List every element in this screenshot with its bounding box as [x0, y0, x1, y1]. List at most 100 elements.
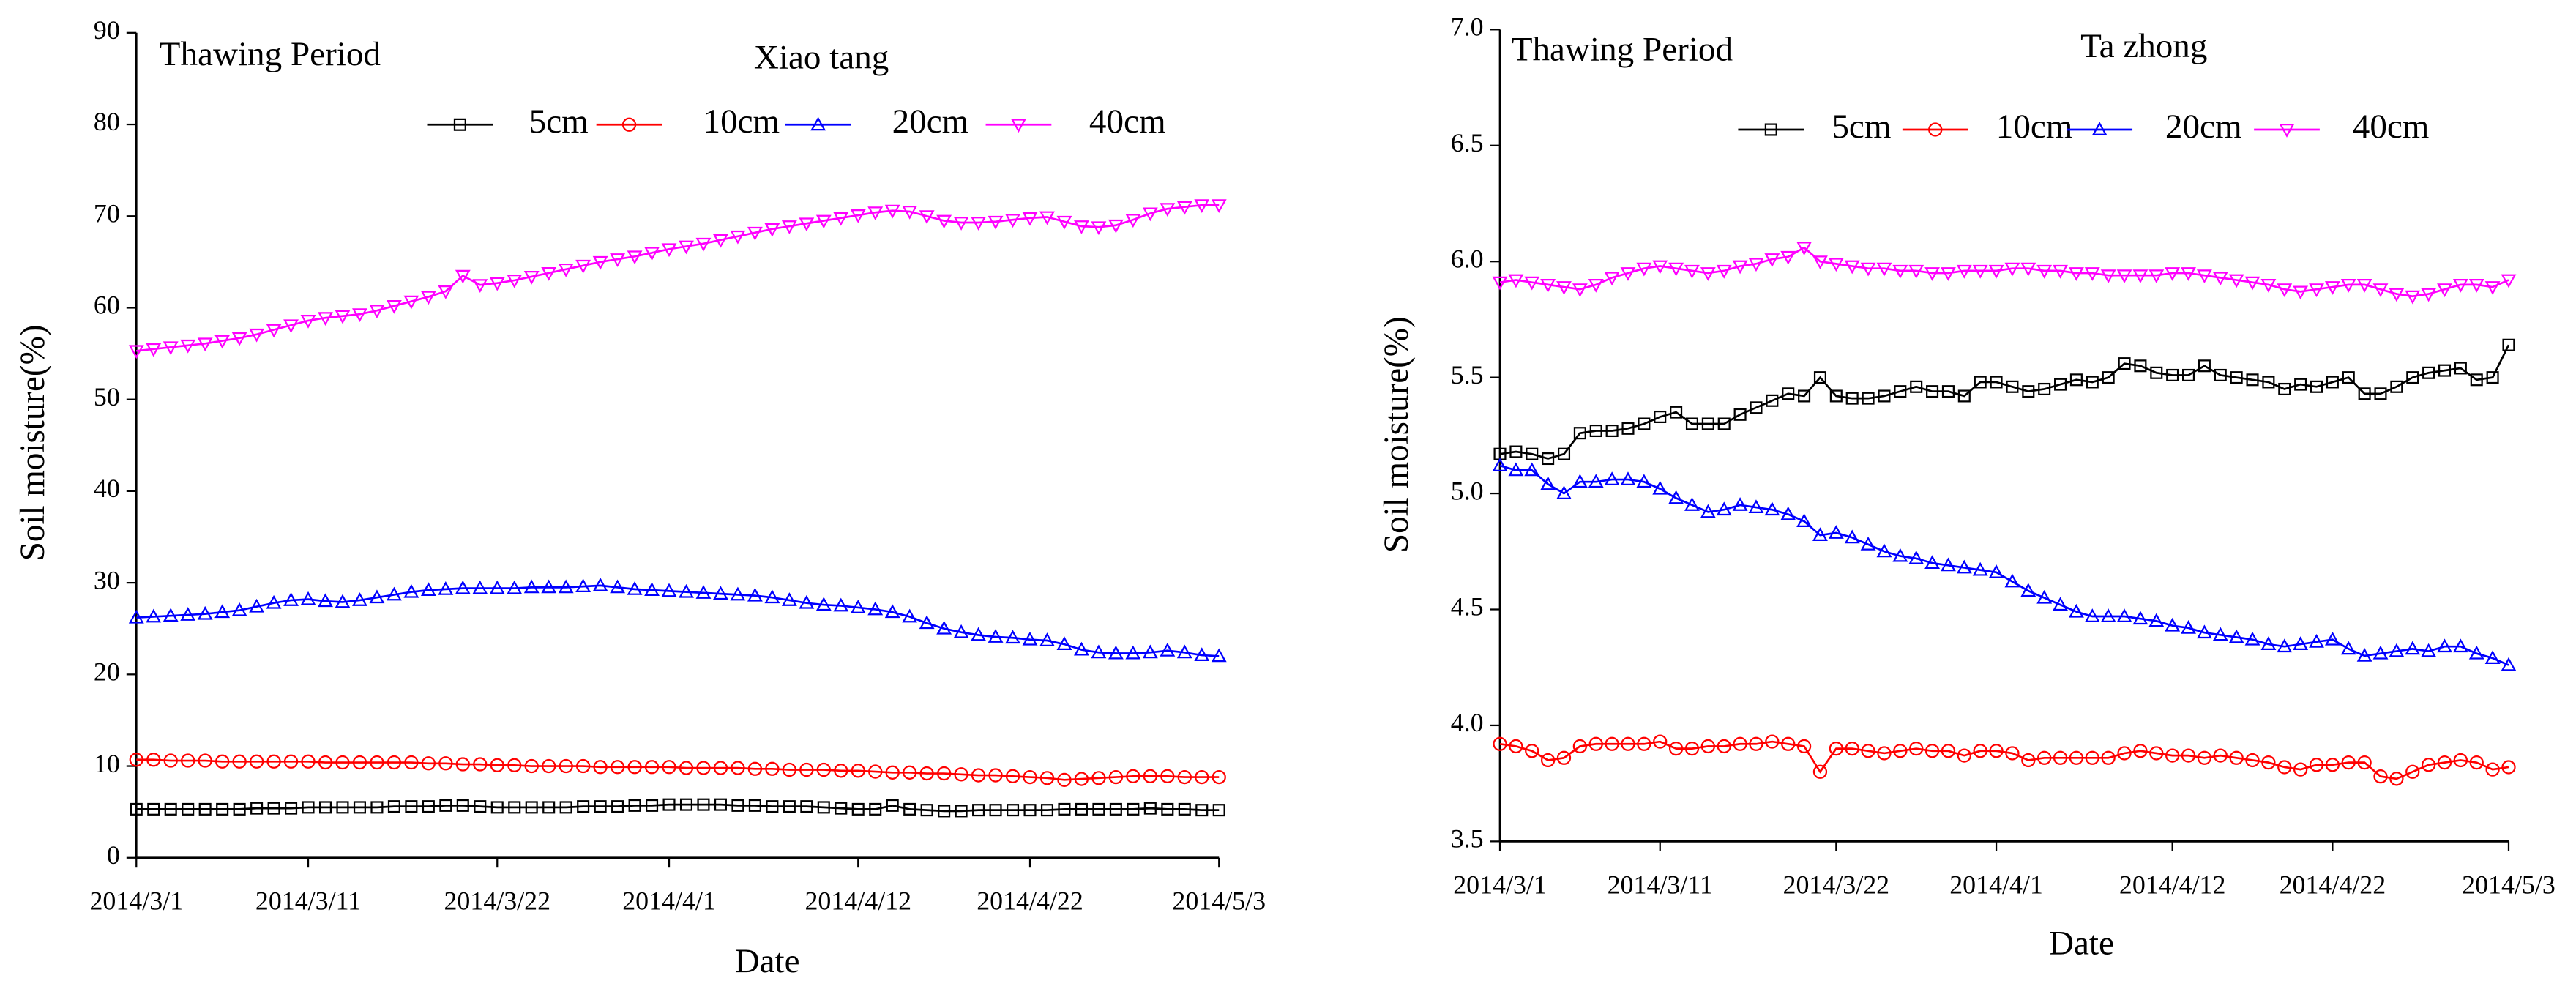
y-tick-label: 10 — [94, 749, 120, 778]
marker — [1717, 739, 1731, 754]
marker — [2196, 269, 2212, 284]
marker — [1492, 458, 1508, 471]
marker — [129, 753, 143, 767]
marker — [1861, 744, 1875, 758]
marker — [971, 627, 987, 641]
x-tick-label: 2014/5/3 — [2462, 870, 2556, 899]
marker — [2100, 269, 2116, 284]
marker — [2036, 264, 2053, 279]
marker — [2486, 371, 2499, 384]
y-tick-label: 7.0 — [1451, 12, 1484, 42]
marker — [2022, 385, 2035, 398]
marker — [352, 308, 367, 323]
marker — [886, 799, 899, 812]
marker — [1056, 636, 1072, 650]
marker — [971, 217, 987, 231]
x-tick-label: 2014/3/22 — [1783, 870, 1890, 899]
y-tick-label: 4.0 — [1451, 708, 1484, 737]
x-tick-label: 2014/3/11 — [1608, 870, 1713, 899]
marker — [2005, 746, 2020, 761]
marker — [919, 766, 934, 781]
marker — [1716, 264, 1732, 279]
marker — [2405, 290, 2421, 305]
marker — [1022, 631, 1038, 646]
marker — [610, 579, 626, 594]
marker — [747, 226, 763, 241]
x-tick-label: 2014/4/12 — [2119, 870, 2226, 899]
marker — [1508, 462, 1524, 477]
marker — [2228, 629, 2244, 643]
marker — [1023, 804, 1037, 817]
marker — [182, 802, 195, 816]
marker — [2261, 755, 2276, 770]
marker — [644, 760, 660, 775]
marker — [439, 799, 452, 812]
marker — [2212, 627, 2228, 641]
x-tick-label: 2014/4/12 — [804, 887, 911, 916]
marker — [2244, 631, 2260, 646]
marker — [1125, 645, 1141, 660]
marker — [2470, 373, 2483, 387]
marker — [2389, 643, 2405, 657]
marker — [2502, 338, 2515, 351]
marker — [903, 765, 917, 780]
marker — [266, 324, 282, 338]
marker — [164, 802, 177, 816]
marker — [438, 581, 454, 595]
marker — [1160, 642, 1176, 657]
legend-marker — [1928, 122, 1943, 137]
marker — [2340, 641, 2356, 655]
marker — [2021, 753, 2036, 768]
marker — [988, 215, 1004, 230]
marker — [1212, 804, 1225, 817]
marker — [936, 214, 952, 229]
marker — [1509, 739, 1523, 754]
marker — [1700, 267, 1716, 281]
marker — [2390, 380, 2403, 393]
marker — [575, 259, 591, 274]
marker — [405, 800, 418, 813]
marker — [869, 802, 882, 816]
marker — [335, 310, 351, 324]
marker — [1636, 474, 1652, 488]
marker — [2085, 750, 2099, 765]
marker — [1941, 385, 1955, 398]
annotation: Thawing Period — [1512, 31, 1733, 69]
marker — [300, 315, 316, 329]
marker — [1748, 258, 1764, 272]
marker — [1194, 199, 1210, 214]
marker — [1701, 417, 1714, 430]
marker — [781, 592, 797, 606]
marker — [130, 802, 143, 816]
marker — [1023, 769, 1037, 785]
marker — [1142, 644, 1158, 659]
marker — [1860, 536, 1876, 551]
marker — [370, 801, 384, 814]
y-tick-label: 3.5 — [1451, 824, 1484, 854]
marker — [1764, 501, 1780, 516]
marker — [508, 801, 521, 814]
marker — [1798, 389, 1811, 403]
marker — [474, 800, 487, 813]
marker — [1022, 212, 1038, 226]
marker — [2020, 262, 2036, 277]
marker — [318, 593, 333, 608]
marker — [1764, 253, 1780, 267]
marker — [2340, 278, 2356, 293]
marker — [1542, 452, 1555, 466]
marker — [1812, 255, 1828, 270]
marker — [1765, 734, 1780, 749]
marker — [1908, 550, 1924, 564]
marker — [2260, 636, 2277, 650]
marker — [1988, 264, 2004, 279]
marker — [249, 328, 265, 343]
marker — [2437, 283, 2452, 298]
marker — [1893, 744, 1908, 758]
legend-marker — [453, 118, 466, 131]
marker — [335, 755, 350, 770]
marker — [1685, 417, 1699, 430]
marker — [1909, 741, 1924, 756]
marker — [1956, 559, 1972, 574]
marker — [1160, 769, 1175, 783]
marker — [2310, 380, 2323, 393]
